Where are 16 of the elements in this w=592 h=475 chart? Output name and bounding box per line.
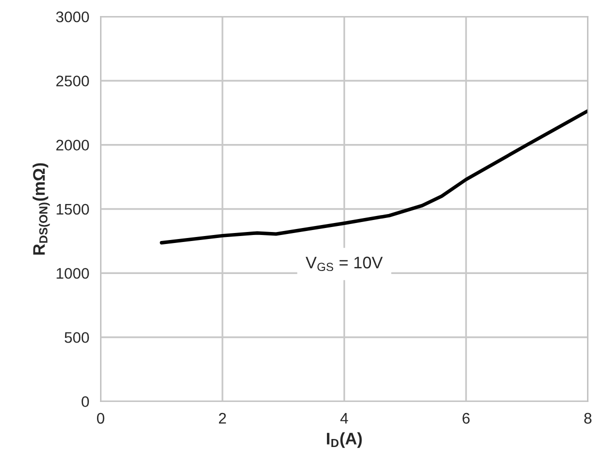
x-tick-label: 4 — [340, 413, 348, 424]
y-tick-label: 1000 — [56, 268, 89, 279]
annotation: V$_{GS}$ = 10V — [306, 256, 383, 272]
x-tick-label: 0 — [96, 412, 104, 424]
x-tick-label: 8 — [584, 412, 592, 424]
x-tick-label: 2 — [218, 412, 226, 424]
y-axis-title: R$_{DS(ON)}$(mΩ) — [32, 163, 50, 255]
y-tick-label: 2500 — [56, 76, 89, 86]
y-tick-label: 2000 — [56, 140, 89, 151]
y-tick-label: 3000 — [56, 11, 89, 22]
x-axis-title: I$_{D}$(A) — [326, 432, 362, 448]
y-tick-label: 500 — [64, 332, 89, 343]
y-tick-label: 0 — [82, 396, 89, 408]
x-tick-label: 6 — [462, 412, 470, 424]
line-series — [160, 109, 588, 244]
y-tick-label: 1500 — [56, 204, 89, 215]
